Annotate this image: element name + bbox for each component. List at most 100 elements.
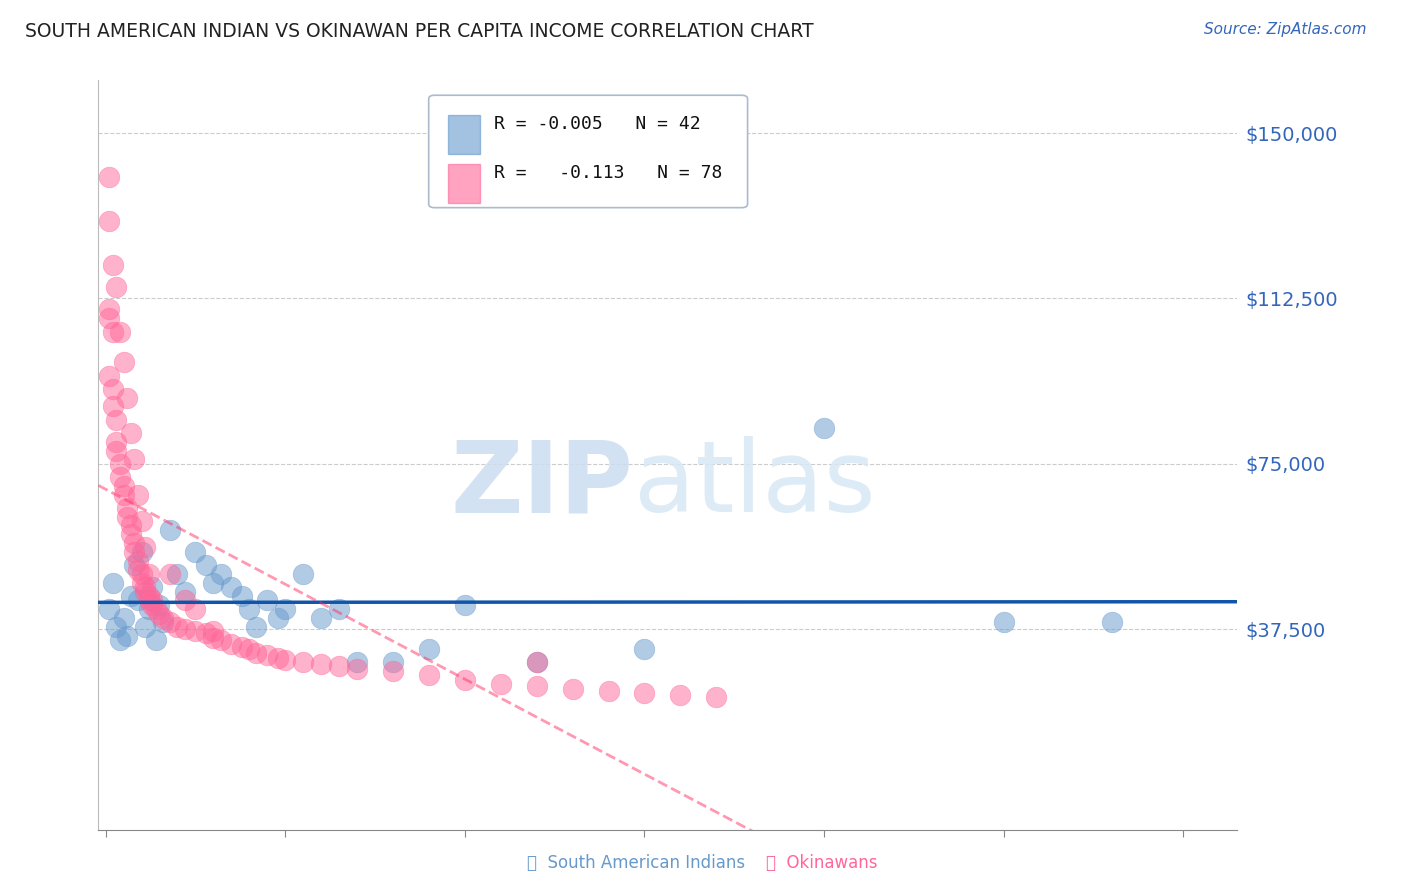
- Point: [993, 615, 1015, 630]
- Point: [245, 620, 267, 634]
- Point: [131, 566, 153, 581]
- Text: ⬛  Okinawans: ⬛ Okinawans: [766, 855, 877, 872]
- Point: [166, 620, 188, 634]
- Point: [115, 500, 138, 515]
- Point: [131, 545, 153, 559]
- Point: [231, 589, 253, 603]
- Point: [108, 325, 131, 339]
- Point: [195, 626, 218, 640]
- Point: [173, 593, 195, 607]
- Point: [184, 602, 207, 616]
- Point: [101, 575, 124, 590]
- Point: [209, 566, 232, 581]
- Point: [221, 637, 243, 651]
- Point: [124, 558, 146, 573]
- Point: [138, 602, 160, 616]
- Point: [526, 655, 548, 669]
- Point: [267, 650, 290, 665]
- Point: [202, 575, 225, 590]
- Point: [105, 280, 128, 294]
- Text: Source: ZipAtlas.com: Source: ZipAtlas.com: [1204, 22, 1367, 37]
- Point: [105, 412, 128, 426]
- Point: [328, 602, 350, 616]
- Point: [108, 633, 131, 648]
- Point: [489, 677, 512, 691]
- Point: [115, 509, 138, 524]
- Point: [127, 593, 149, 607]
- Point: [112, 355, 135, 369]
- Point: [134, 620, 156, 634]
- Point: [105, 443, 128, 458]
- Point: [120, 425, 142, 440]
- Point: [195, 558, 218, 573]
- Point: [454, 598, 477, 612]
- Point: [292, 655, 315, 669]
- Point: [184, 624, 207, 639]
- Point: [138, 589, 160, 603]
- Point: [382, 664, 405, 678]
- Point: [238, 602, 260, 616]
- Point: [526, 655, 548, 669]
- Point: [141, 598, 163, 612]
- Point: [561, 681, 583, 696]
- Text: SOUTH AMERICAN INDIAN VS OKINAWAN PER CAPITA INCOME CORRELATION CHART: SOUTH AMERICAN INDIAN VS OKINAWAN PER CA…: [25, 22, 814, 41]
- Point: [112, 479, 135, 493]
- Point: [454, 673, 477, 687]
- Point: [98, 311, 121, 326]
- Point: [112, 487, 135, 501]
- Point: [145, 633, 167, 648]
- Point: [231, 640, 253, 654]
- Text: R =   -0.113   N = 78: R = -0.113 N = 78: [494, 164, 721, 182]
- Point: [152, 615, 174, 630]
- Point: [148, 607, 170, 621]
- Point: [98, 368, 121, 383]
- Point: [98, 170, 121, 185]
- Point: [704, 690, 727, 705]
- Point: [159, 566, 181, 581]
- Point: [166, 566, 188, 581]
- Point: [115, 391, 138, 405]
- Point: [148, 598, 170, 612]
- Point: [134, 580, 156, 594]
- Point: [98, 302, 121, 317]
- Point: [101, 259, 124, 273]
- Point: [134, 541, 156, 555]
- Point: [526, 679, 548, 693]
- Point: [134, 584, 156, 599]
- Point: [184, 545, 207, 559]
- Point: [141, 593, 163, 607]
- Point: [127, 554, 149, 568]
- Point: [98, 602, 121, 616]
- Point: [209, 633, 232, 648]
- Point: [633, 686, 655, 700]
- Text: R = -0.005   N = 42: R = -0.005 N = 42: [494, 115, 700, 134]
- Point: [101, 400, 124, 414]
- Point: [112, 611, 135, 625]
- Point: [267, 611, 290, 625]
- Point: [124, 452, 146, 467]
- Point: [115, 629, 138, 643]
- Point: [309, 611, 332, 625]
- Point: [131, 514, 153, 528]
- Point: [120, 527, 142, 541]
- Point: [813, 421, 835, 435]
- Text: ⬛  South American Indians: ⬛ South American Indians: [527, 855, 745, 872]
- Point: [221, 580, 243, 594]
- Point: [127, 487, 149, 501]
- Text: atlas: atlas: [634, 436, 876, 533]
- Point: [173, 584, 195, 599]
- Point: [598, 683, 620, 698]
- Point: [131, 575, 153, 590]
- Point: [274, 602, 297, 616]
- Point: [101, 382, 124, 396]
- Point: [127, 562, 149, 576]
- Point: [202, 631, 225, 645]
- Point: [274, 653, 297, 667]
- Bar: [449, 164, 479, 203]
- Point: [669, 688, 692, 702]
- Point: [382, 655, 405, 669]
- Point: [346, 662, 368, 676]
- Point: [141, 580, 163, 594]
- Point: [418, 641, 440, 656]
- Point: [108, 470, 131, 484]
